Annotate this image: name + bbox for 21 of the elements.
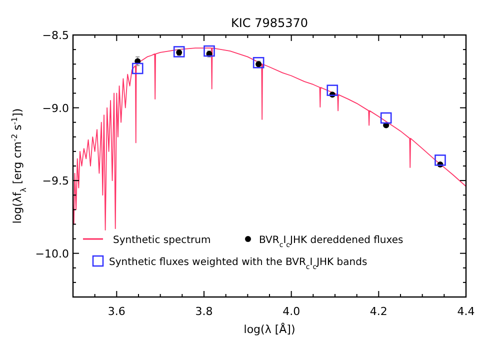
legend-label: BVR$_{c}$I$_{c}$JHK dereddened fluxes: [259, 235, 404, 249]
point: [132, 62, 144, 74]
point: [204, 45, 215, 57]
y-tick-label: −8.5: [42, 29, 69, 42]
x-tick-label: 4.2: [370, 305, 388, 318]
x-tick-label: 4.4: [457, 305, 475, 318]
x-tick-label: 3.6: [108, 305, 126, 318]
legend-label: Synthetic fluxes weighted with the BVR$_{c}$I$_{c}$JHK bands: [109, 257, 368, 271]
point: [326, 84, 338, 96]
legend-label: Synthetic spectrum: [113, 235, 211, 246]
y-tick-label: −9.5: [42, 174, 69, 188]
x-tick-label: 3.8: [195, 305, 213, 318]
chart-title: KIC 7985370: [230, 16, 308, 30]
point: [380, 112, 392, 124]
point: [434, 154, 446, 166]
x-axis-title: log(λ [Å]): [244, 322, 296, 336]
y-tick-label: −9.0: [42, 102, 69, 115]
y-tick-label: −10.0: [35, 247, 69, 260]
x-tick-label: 4.0: [282, 305, 300, 318]
point: [173, 46, 185, 58]
point: [252, 57, 264, 68]
